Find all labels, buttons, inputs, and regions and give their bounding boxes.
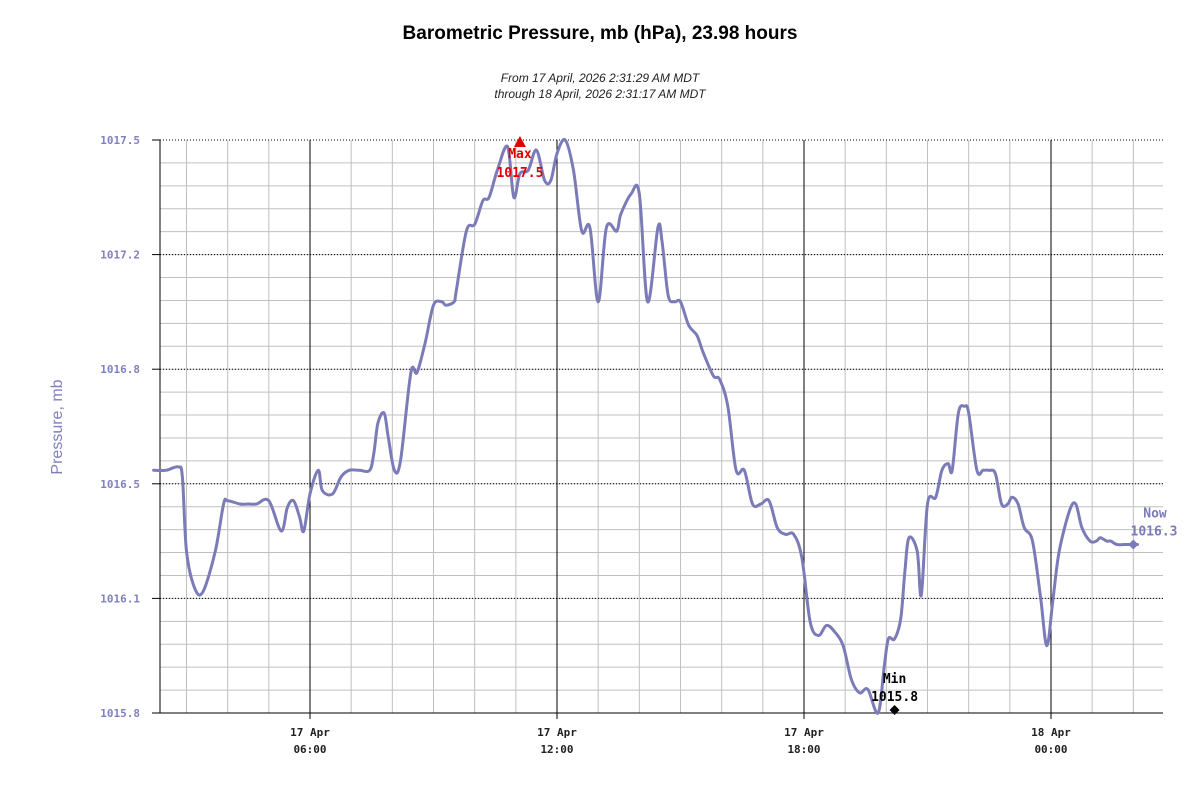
y-tick-label: 1016.5 (100, 478, 140, 491)
x-tick-label-date: 18 Apr (1031, 726, 1071, 739)
x-tick-label-time: 06:00 (293, 743, 326, 756)
y-tick-label: 1017.5 (100, 134, 140, 147)
min-value: 1015.8 (871, 690, 918, 705)
chart-subtitle-through: through 18 April, 2026 2:31:17 AM MDT (494, 87, 706, 101)
chart-title: Barometric Pressure, mb (hPa), 23.98 hou… (402, 23, 798, 44)
minor-grid (160, 140, 1163, 713)
x-tick-labels: 17 Apr 06:00 17 Apr 12:00 17 Apr 18:00 18 Apr 0… (290, 726, 1071, 756)
x-tick-label-time: 18:00 (787, 743, 820, 756)
x-tick-label-time: 00:00 (1034, 743, 1067, 756)
now-value: 1016.3 (1131, 524, 1178, 539)
max-value: 1017.5 (496, 166, 543, 181)
now-label: Now (1143, 506, 1167, 521)
min-marker (889, 705, 900, 715)
y-axis-title: Pressure, mb (49, 379, 66, 474)
y-tick-label: 1016.1 (100, 592, 140, 605)
annotation-markers: Max 1017.5 Min 1015.8 Now 1016.3 (496, 136, 1177, 715)
y-tick-label: 1017.2 (100, 249, 140, 262)
x-tick-label-time: 12:00 (540, 743, 573, 756)
y-tick-label: 1016.8 (100, 363, 140, 376)
pressure-series-line (152, 137, 1139, 715)
y-tick-label: 1015.8 (100, 707, 140, 720)
x-tick-label-date: 17 Apr (290, 726, 330, 739)
max-marker (513, 136, 526, 147)
plot-frame (159, 139, 1163, 714)
now-marker (1128, 539, 1139, 550)
x-tick-label-date: 17 Apr (537, 726, 577, 739)
y-tick-labels: 1017.5 1017.2 1016.8 1016.5 1016.1 1015.8 (100, 134, 140, 720)
min-label: Min (883, 672, 906, 687)
chart-subtitle-from: From 17 April, 2026 2:31:29 AM MDT (500, 71, 700, 85)
max-label: Max (508, 147, 532, 162)
x-tick-label-date: 17 Apr (784, 726, 824, 739)
